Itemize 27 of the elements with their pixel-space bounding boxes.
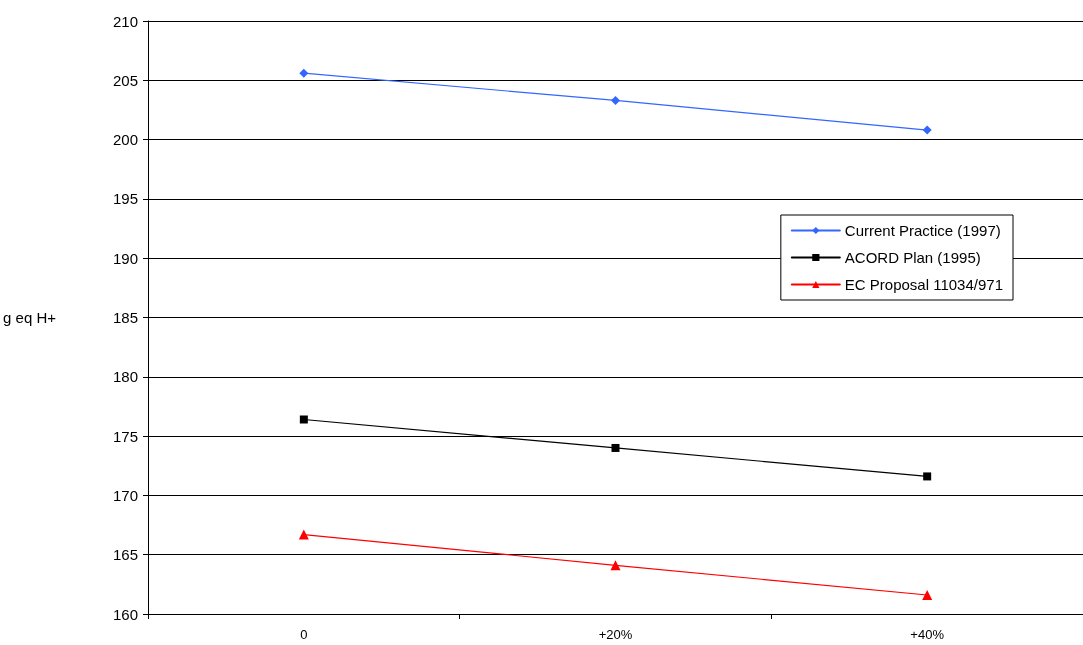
legend-label: EC Proposal 11034/971 [844, 276, 1004, 293]
y-tick-label: 175 [112, 427, 138, 445]
y-tick-label: 165 [112, 546, 138, 564]
x-tick-label: 0 [300, 627, 308, 642]
point [299, 415, 308, 424]
point [611, 95, 620, 105]
x-tick-label: +20% [598, 627, 633, 642]
point [922, 125, 932, 135]
y-tick-label: 205 [112, 71, 138, 89]
point [611, 443, 620, 452]
x-tick-label: +40% [910, 627, 945, 642]
point [299, 68, 309, 78]
legend-label: ACORD Plan (1995) [844, 249, 981, 266]
y-tick-label: 180 [112, 368, 138, 386]
y-tick-label: 185 [112, 309, 138, 326]
point [610, 560, 621, 571]
legend-label: Current Practice (1997) [844, 222, 1001, 239]
y-tick-label: 195 [112, 190, 138, 208]
y-tick-label: 160 [112, 605, 138, 623]
point [922, 590, 933, 601]
y-tick-label: 170 [112, 486, 138, 504]
y-tick-label: 210 [112, 12, 138, 30]
y-axis-title: g eq H+ [3, 309, 57, 326]
y-tick-label: 200 [112, 131, 138, 149]
point [298, 529, 309, 540]
y-tick-label: 190 [112, 249, 138, 267]
point [923, 472, 932, 481]
